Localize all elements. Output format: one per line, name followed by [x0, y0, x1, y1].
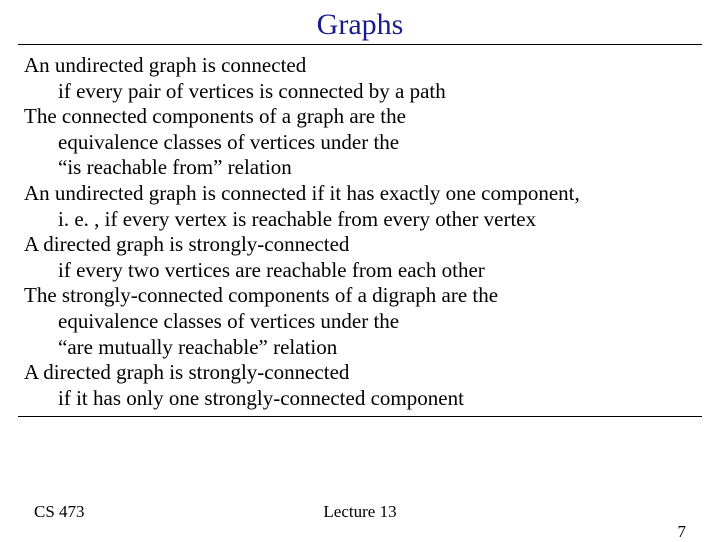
body-line: The strongly-connected components of a d… [24, 283, 696, 309]
body-line: The connected components of a graph are … [24, 104, 696, 130]
slide: Graphs An undirected graph is connected … [0, 0, 720, 540]
footer-page: 7 [678, 522, 687, 542]
body-rule [18, 416, 702, 417]
body-line: equivalence classes of vertices under th… [24, 130, 696, 156]
body-line: An undirected graph is connected [24, 53, 696, 79]
body-line: “is reachable from” relation [24, 155, 696, 181]
title-rule [18, 44, 702, 45]
body-line: if every pair of vertices is connected b… [24, 79, 696, 105]
body-line: if every two vertices are reachable from… [24, 258, 696, 284]
slide-body: An undirected graph is connected if ever… [24, 53, 696, 412]
slide-title: Graphs [0, 0, 720, 44]
body-line: i. e. , if every vertex is reachable fro… [24, 207, 696, 233]
body-line: An undirected graph is connected if it h… [24, 181, 696, 207]
footer-course: CS 473 [34, 502, 85, 522]
body-line: if it has only one strongly-connected co… [24, 386, 696, 412]
body-line: A directed graph is strongly-connected [24, 232, 696, 258]
body-line: “are mutually reachable” relation [24, 335, 696, 361]
footer: CS 473 Lecture 13 7 [0, 502, 720, 522]
body-line: A directed graph is strongly-connected [24, 360, 696, 386]
body-line: equivalence classes of vertices under th… [24, 309, 696, 335]
footer-lecture: Lecture 13 [34, 502, 686, 522]
